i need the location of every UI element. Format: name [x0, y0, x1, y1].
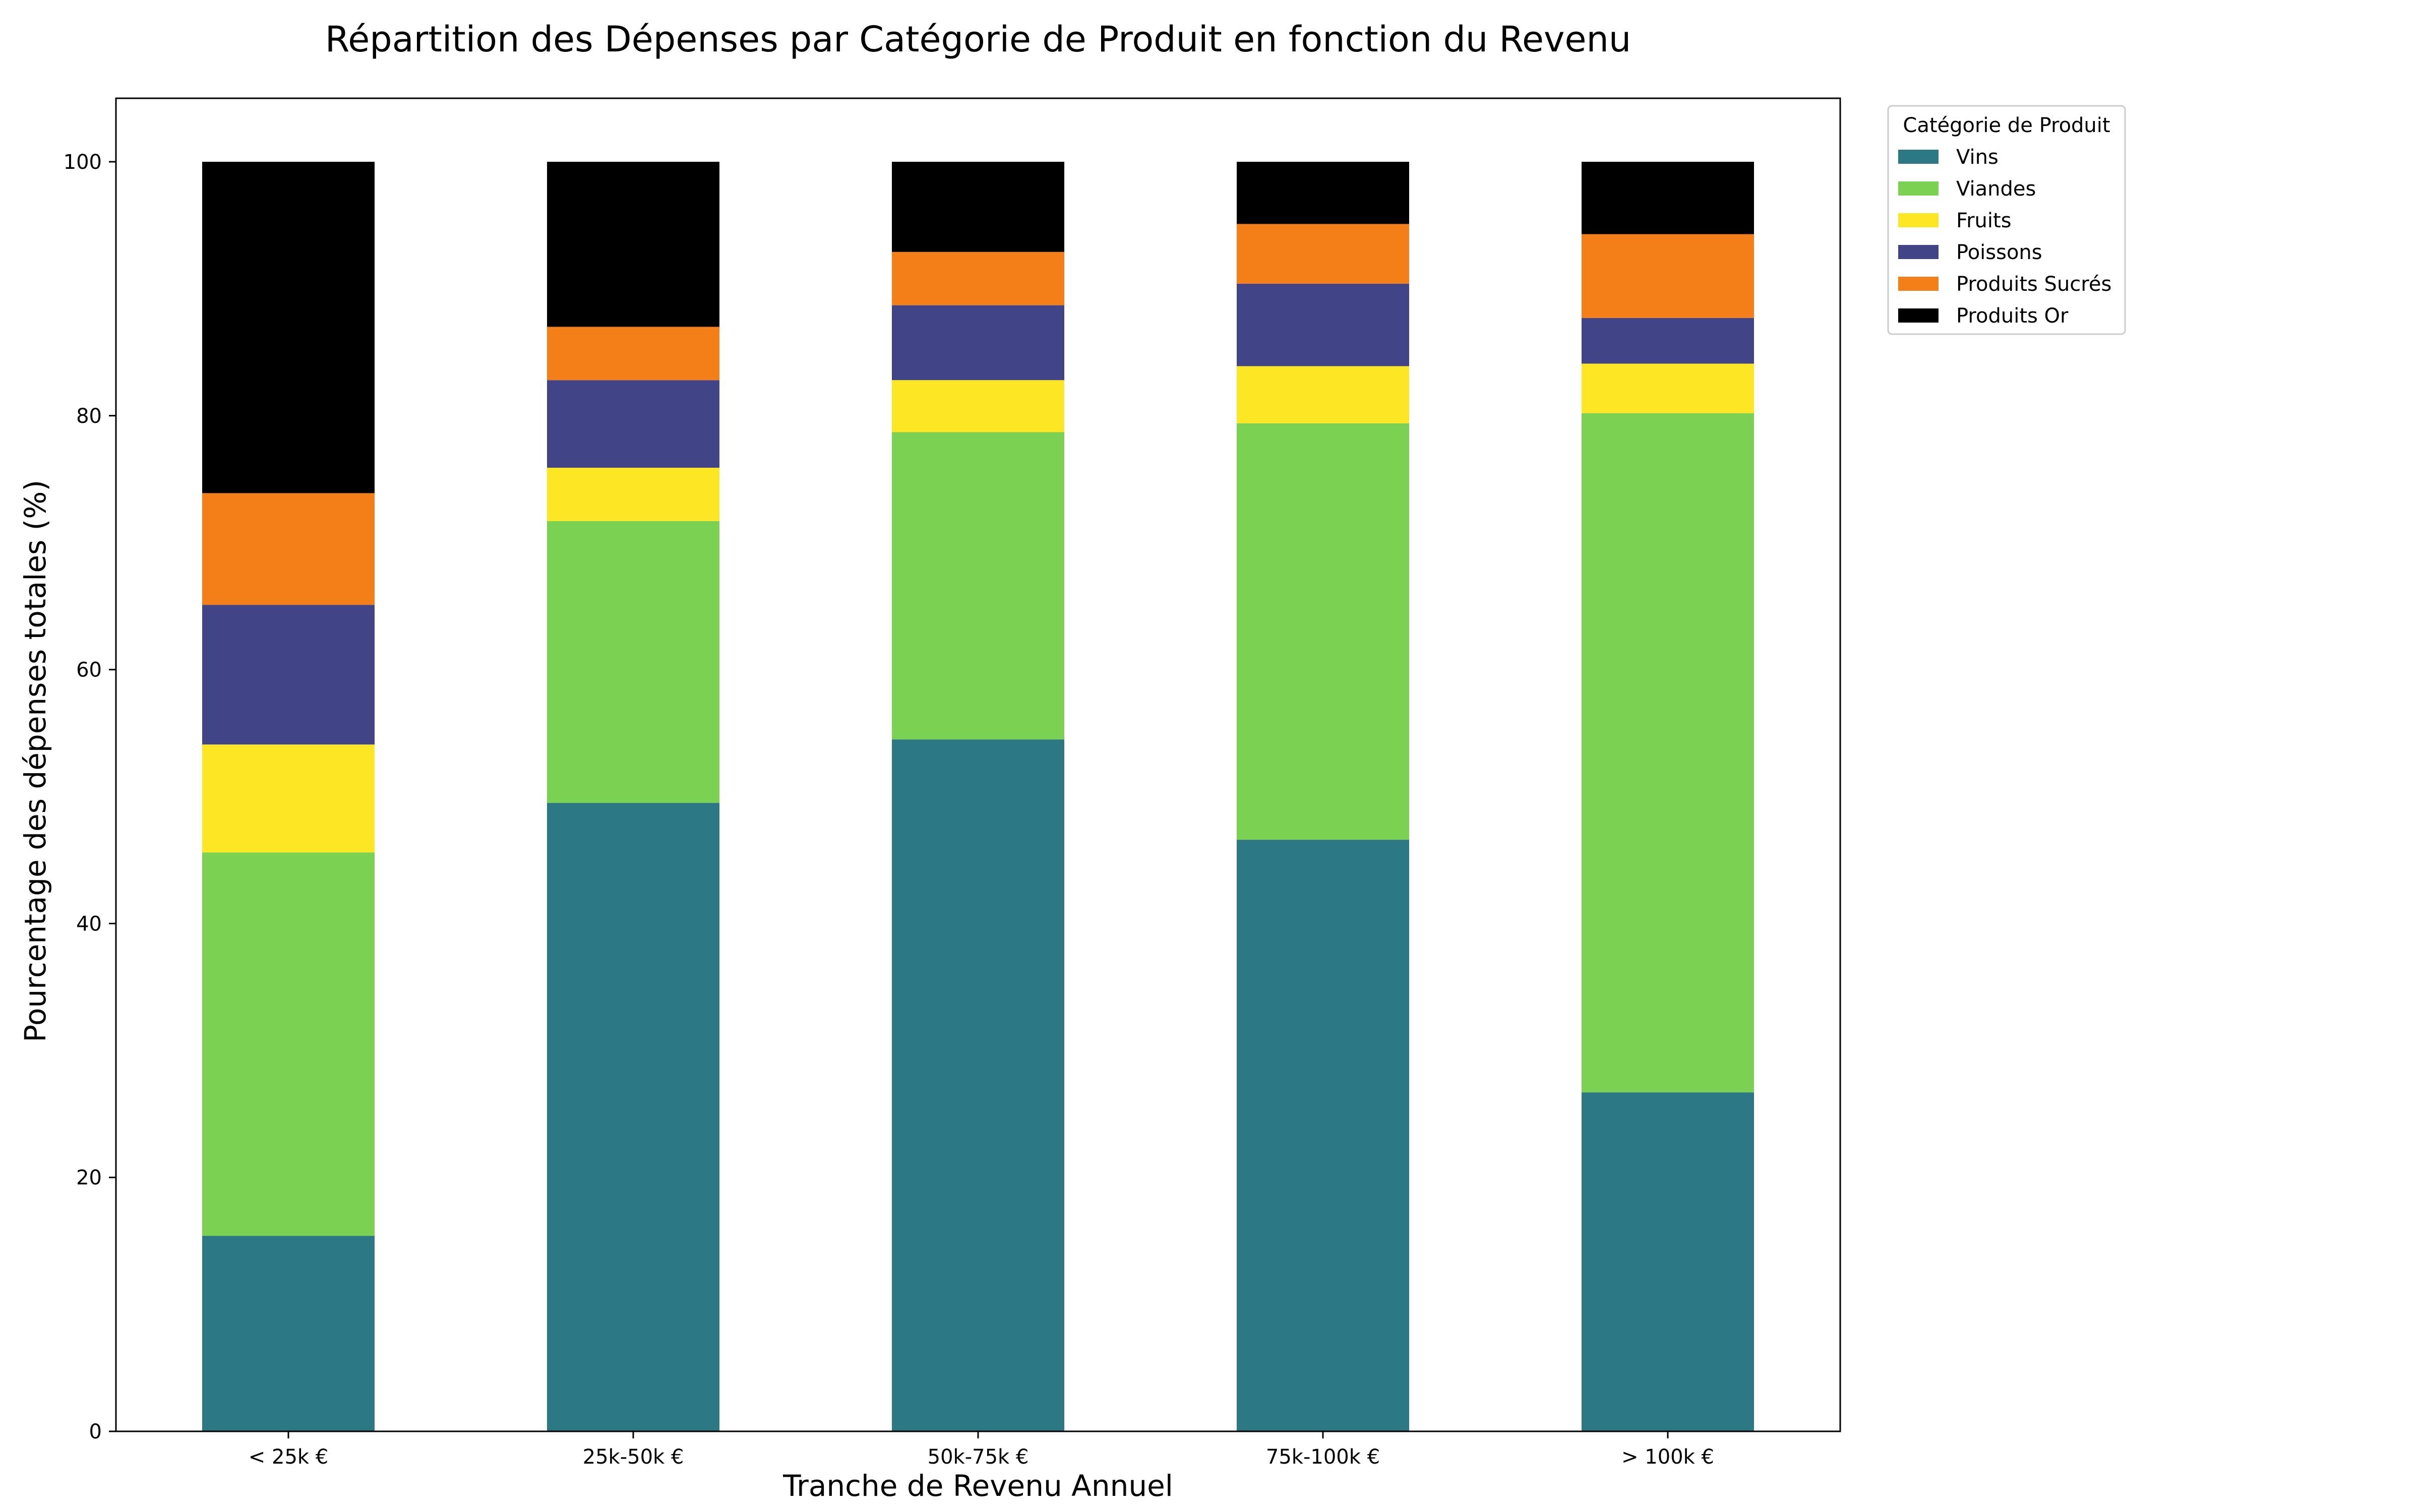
legend-swatch [1898, 277, 1939, 291]
bar-segment [1582, 363, 1754, 413]
bar-segment [892, 305, 1064, 381]
legend-swatch [1898, 308, 1939, 323]
bar-segment [202, 852, 375, 1236]
legend-label: Viandes [1956, 177, 2036, 201]
plot-area: 0 20 40 60 80 100 < 25k € 25k-50k € 50k-75k € 75k… [64, 97, 1841, 1469]
bar-segment [1237, 840, 1409, 1431]
legend-swatch [1898, 213, 1939, 227]
bar-segment [892, 161, 1064, 252]
x-tick-label: 25k-50k € [583, 1445, 684, 1469]
x-tick-label: 50k-75k € [928, 1445, 1029, 1469]
bar-segment [547, 380, 719, 468]
y-tick-label: 20 [76, 1166, 102, 1189]
bar-segment [202, 161, 375, 493]
bar-segment [1582, 413, 1754, 1093]
x-tick-label: 75k-100k € [1266, 1445, 1380, 1469]
bar-segment [202, 744, 375, 853]
bar-segment [892, 380, 1064, 432]
bar-segment [547, 803, 719, 1431]
legend: Catégorie de Produit Vins Viandes Fruits Poi… [1887, 105, 2126, 335]
bar-segment [1582, 161, 1754, 234]
legend-label: Fruits [1956, 209, 2012, 232]
y-tick-label: 80 [76, 405, 102, 428]
bar-segment [547, 521, 719, 803]
legend-label: Poissons [1956, 241, 2042, 264]
bar-segment [1582, 234, 1754, 318]
bar-segment [202, 605, 375, 745]
y-tick-label: 0 [89, 1420, 102, 1443]
legend-label: Produits Or [1956, 304, 2069, 328]
bar-segment [547, 161, 719, 327]
bar-segment [202, 1236, 375, 1431]
bar-segment [892, 432, 1064, 740]
legend-label: Vins [1956, 146, 1999, 169]
bar-segment [1237, 423, 1409, 840]
legend-swatch [1898, 150, 1939, 164]
bar-segment [1237, 161, 1409, 224]
y-tick-label: 60 [76, 659, 102, 682]
bar-segment [1237, 224, 1409, 284]
legend-box [1887, 105, 2126, 335]
legend-label: Produits Sucrés [1956, 273, 2111, 296]
legend-title: Catégorie de Produit [1903, 114, 2110, 137]
bar-segment [547, 468, 719, 521]
bar-segment [1237, 366, 1409, 423]
x-tick-label: < 25k € [249, 1445, 328, 1469]
bar-segment [547, 327, 719, 381]
y-tick-label: 100 [64, 151, 102, 174]
legend-swatch [1898, 181, 1939, 196]
y-axis-label: Pourcentage des dépenses totales (%) [18, 480, 52, 1042]
bar-segment [1582, 1092, 1754, 1431]
chart-title: Répartition des Dépenses par Catégorie d… [325, 19, 1631, 60]
x-axis-label: Tranche de Revenu Annuel [782, 1469, 1173, 1503]
bar-segment [892, 739, 1064, 1431]
y-tick-label: 40 [76, 912, 102, 935]
bar-segment [202, 493, 375, 605]
legend-swatch [1898, 245, 1939, 259]
bar-segment [1582, 318, 1754, 364]
x-tick-label: > 100k € [1621, 1445, 1714, 1469]
bar-segment [1237, 283, 1409, 366]
bar-segment [892, 251, 1064, 305]
